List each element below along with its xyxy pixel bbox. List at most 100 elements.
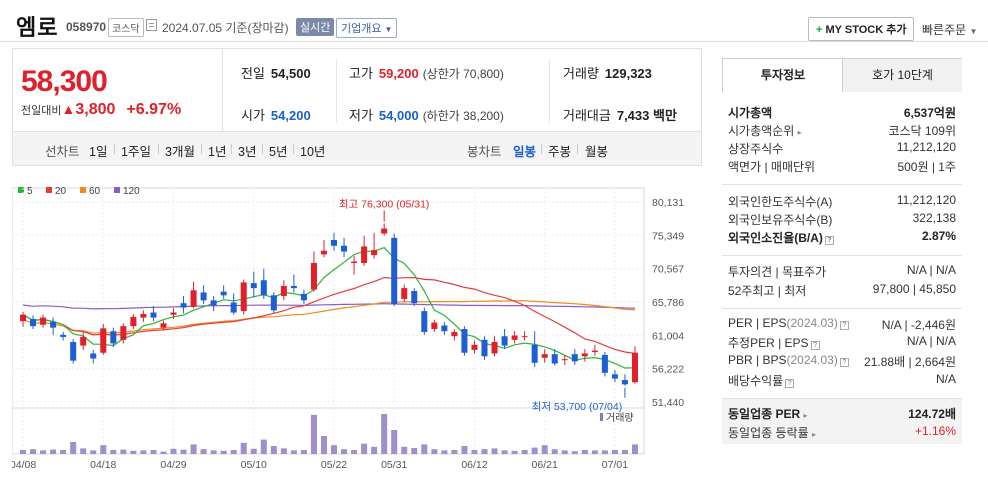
help-icon[interactable]: ? bbox=[810, 341, 820, 350]
info-value: 97,800 | 45,850 bbox=[872, 282, 956, 296]
candle-body bbox=[561, 359, 568, 361]
info-key: 추정PER | EPS? bbox=[728, 334, 820, 351]
chevron-right-icon: ▸ bbox=[811, 430, 816, 439]
change-percent: +6.97% bbox=[126, 101, 182, 118]
info-value: 2.87% bbox=[921, 229, 956, 243]
volume-bar bbox=[501, 450, 508, 454]
corp-info-button[interactable]: 기업개요 ▼ bbox=[336, 18, 398, 38]
bps-value: 2,664원 bbox=[914, 355, 956, 369]
current-price: 58,300 bbox=[21, 65, 108, 98]
realtime-button[interactable]: 실시간 bbox=[296, 18, 335, 36]
info-row[interactable]: 시가총액순위 ▸ 코스닥 109위 bbox=[728, 122, 956, 140]
help-icon[interactable]: ? bbox=[785, 379, 795, 388]
candle-body bbox=[541, 354, 548, 358]
info-value: 코스닥 109위 bbox=[888, 124, 956, 138]
chevron-right-icon: ▸ bbox=[803, 411, 808, 420]
candle-body bbox=[331, 240, 338, 246]
chevron-down-icon: ▼ bbox=[384, 25, 393, 34]
volume-bar bbox=[230, 450, 237, 454]
info-row[interactable]: 동일업종 PER ▸ 124.72배 bbox=[728, 405, 956, 423]
quick-order-button[interactable]: 빠른주문 ▼ bbox=[922, 21, 977, 38]
divider bbox=[158, 144, 159, 154]
info-row[interactable]: 동일업종 등락률 ▸ +1.16% bbox=[728, 424, 956, 442]
candlestick-chart: 5 20 60 120 80,131 75,349 70,567 65,786 61,004 56… bbox=[12, 186, 684, 471]
base-date: 2024.07.05 기준(장마감) bbox=[162, 21, 289, 35]
info-key: 외국인소진율(B/A)? bbox=[728, 229, 834, 246]
volume-bar bbox=[170, 448, 177, 454]
up-arrow-icon: ▲ bbox=[61, 101, 76, 117]
stat-value: 129,323 bbox=[604, 66, 652, 81]
info-key: 배당수익률? bbox=[728, 372, 795, 389]
stat-value: 54,000 bbox=[378, 108, 419, 123]
info-key: 동일업종 등락률 ▸ bbox=[728, 424, 816, 441]
volume-bar bbox=[140, 450, 147, 454]
info-key-text: 배당수익률 bbox=[728, 374, 784, 388]
period-tab-3y[interactable]: 3년 bbox=[238, 145, 257, 159]
info-key: 투자의견 | 목표주가 bbox=[728, 265, 827, 279]
candle-body bbox=[30, 318, 37, 327]
stat-prev: 전일 54,500 bbox=[241, 63, 311, 82]
tab-order-book[interactable]: 호가 10단계 bbox=[842, 59, 962, 92]
volume-label: 거래량 bbox=[606, 412, 634, 424]
help-icon[interactable]: ? bbox=[824, 236, 834, 245]
candle-body bbox=[581, 353, 588, 357]
period-tab-1y[interactable]: 1년 bbox=[208, 145, 227, 159]
ma5-line bbox=[22, 246, 636, 369]
info-value: N/A | N/A bbox=[906, 334, 956, 348]
candle-body bbox=[521, 336, 528, 338]
candle-tab-weekly[interactable]: 주봉 bbox=[548, 145, 572, 159]
info-row-dividend: 배당수익률? N/A bbox=[728, 372, 956, 390]
info-key-text: 추정PER | EPS bbox=[728, 336, 809, 350]
candle-tab-monthly[interactable]: 월봉 bbox=[585, 145, 609, 159]
help-icon[interactable]: ? bbox=[839, 358, 849, 367]
period-tab-5y[interactable]: 5년 bbox=[269, 145, 288, 159]
period-tab-3m[interactable]: 3개월 bbox=[165, 145, 195, 159]
period-tab-1d[interactable]: 1일 bbox=[89, 145, 108, 159]
period-tab-1w[interactable]: 1주일 bbox=[121, 145, 151, 159]
candle-body bbox=[351, 261, 358, 263]
x-tick-label: 04/29 bbox=[160, 459, 186, 471]
info-key: 동일업종 PER ▸ bbox=[728, 405, 808, 422]
volume-bar bbox=[591, 450, 598, 454]
candle-body bbox=[240, 282, 247, 312]
candle-body bbox=[80, 336, 87, 346]
info-value: 500원 | 1주 bbox=[897, 160, 956, 174]
volume-bar bbox=[160, 451, 167, 454]
y-tick-label: 56,222 bbox=[652, 364, 684, 376]
help-icon[interactable]: ? bbox=[839, 321, 849, 330]
legend-label: 60 bbox=[89, 186, 101, 197]
corp-info-label: 기업개요 bbox=[341, 23, 382, 35]
candle-body bbox=[431, 322, 438, 330]
y-tick-label: 65,786 bbox=[652, 297, 684, 309]
info-key-text: PER | EPS bbox=[728, 316, 787, 330]
candle-body bbox=[250, 283, 257, 289]
info-row: 상장주식수 11,212,120 bbox=[728, 140, 956, 158]
stat-value: 59,200 bbox=[378, 66, 419, 81]
candle-chart-label: 봉차트 bbox=[467, 145, 502, 159]
info-key-text: 외국인소진율(B/A) bbox=[728, 231, 823, 245]
y-tick-label: 51,440 bbox=[652, 397, 684, 409]
candle-body bbox=[110, 331, 117, 344]
divider bbox=[541, 144, 542, 154]
volume-bar bbox=[80, 448, 87, 454]
tab-investment-info[interactable]: 투자정보 bbox=[723, 59, 843, 92]
candle-body bbox=[20, 314, 27, 322]
info-key: 외국인한도주식수(A) bbox=[728, 195, 833, 209]
volume-bar bbox=[511, 450, 518, 454]
period-tab-10y[interactable]: 10년 bbox=[300, 145, 326, 159]
eeps-value: N/A bbox=[935, 334, 956, 348]
candle-body bbox=[441, 325, 448, 332]
candle-tab-daily[interactable]: 일봉 bbox=[513, 145, 537, 159]
info-value: 6,537억원 bbox=[903, 106, 956, 120]
candle-body bbox=[401, 288, 408, 299]
my-stock-add-button[interactable]: + MY STOCK 추가 bbox=[808, 17, 915, 41]
volume-bar bbox=[471, 450, 478, 454]
candle-body bbox=[601, 354, 608, 373]
info-key-date: (2024.03) bbox=[786, 353, 838, 367]
info-row: 외국인한도주식수(A) 11,212,120 bbox=[728, 193, 956, 211]
candle-body bbox=[361, 246, 368, 263]
divider bbox=[722, 255, 962, 256]
quick-order-label: 빠른주문 bbox=[922, 23, 967, 37]
volume-bar bbox=[200, 449, 207, 454]
my-stock-label: MY STOCK 추가 bbox=[825, 24, 907, 36]
